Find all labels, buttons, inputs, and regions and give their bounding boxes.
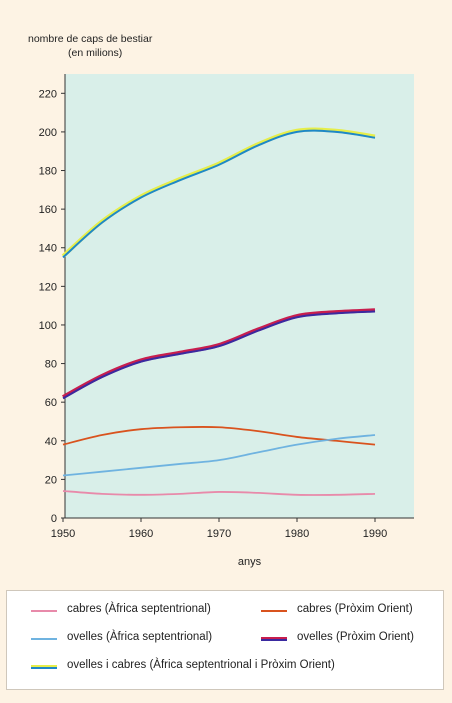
y-tick-label: 80 xyxy=(45,359,57,371)
y-tick-label: 200 xyxy=(39,127,57,139)
y-tick-label: 180 xyxy=(39,166,57,178)
y-axis-label-line-2: (en milions) xyxy=(68,47,123,59)
legend-swatch xyxy=(261,610,287,612)
x-tick-label: 1970 xyxy=(207,528,231,540)
axes: 0 20 40 60 80 100 120 140 160 180 200 220 1950 1960 19… xyxy=(39,74,414,540)
legend: cabres (Àfrica septentrional) cabres (Pr… xyxy=(6,590,444,690)
y-tick-label: 20 xyxy=(45,474,57,486)
line-chart: 0 20 40 60 80 100 120 140 160 180 200 220 1950 1960 19… xyxy=(39,74,414,568)
legend-swatch xyxy=(31,638,57,640)
x-tick-label: 1990 xyxy=(363,528,387,540)
series-line-1-highlight xyxy=(62,308,376,399)
legend-label: cabres (Pròxim Orient) xyxy=(297,603,413,615)
legend-swatch xyxy=(261,637,287,641)
x-tick-label: 1950 xyxy=(51,528,75,540)
y-tick-label: 220 xyxy=(39,88,57,100)
x-tick-label: 1980 xyxy=(285,528,309,540)
x-axis-label: anys xyxy=(238,556,262,568)
y-tick-label: 40 xyxy=(45,436,57,448)
series-line-4 xyxy=(62,490,376,496)
series-line-1 xyxy=(62,310,376,400)
legend-swatch xyxy=(31,665,57,669)
y-tick-label: 120 xyxy=(39,281,57,293)
plot-area xyxy=(65,74,414,518)
y-tick-label: 140 xyxy=(39,243,57,255)
legend-label: ovelles i cabres (Àfrica septentrional i… xyxy=(67,659,335,671)
legend-label: ovelles (Pròxim Orient) xyxy=(297,631,414,643)
x-tick-label: 1960 xyxy=(129,528,153,540)
y-tick-label: 60 xyxy=(45,397,57,409)
legend-label: ovelles (Àfrica septentrional) xyxy=(67,631,213,643)
y-tick-label: 160 xyxy=(39,204,57,216)
series-line-3 xyxy=(62,434,376,477)
legend-label: cabres (Àfrica septentrional) xyxy=(67,603,211,615)
legend-swatch xyxy=(31,610,57,612)
y-tick-label: 0 xyxy=(51,513,57,525)
series-lines xyxy=(61,127,376,496)
y-tick-label: 100 xyxy=(39,320,57,332)
series-line-0 xyxy=(62,129,376,259)
y-axis-label-line-1: nombre de caps de bestiar xyxy=(28,33,153,45)
